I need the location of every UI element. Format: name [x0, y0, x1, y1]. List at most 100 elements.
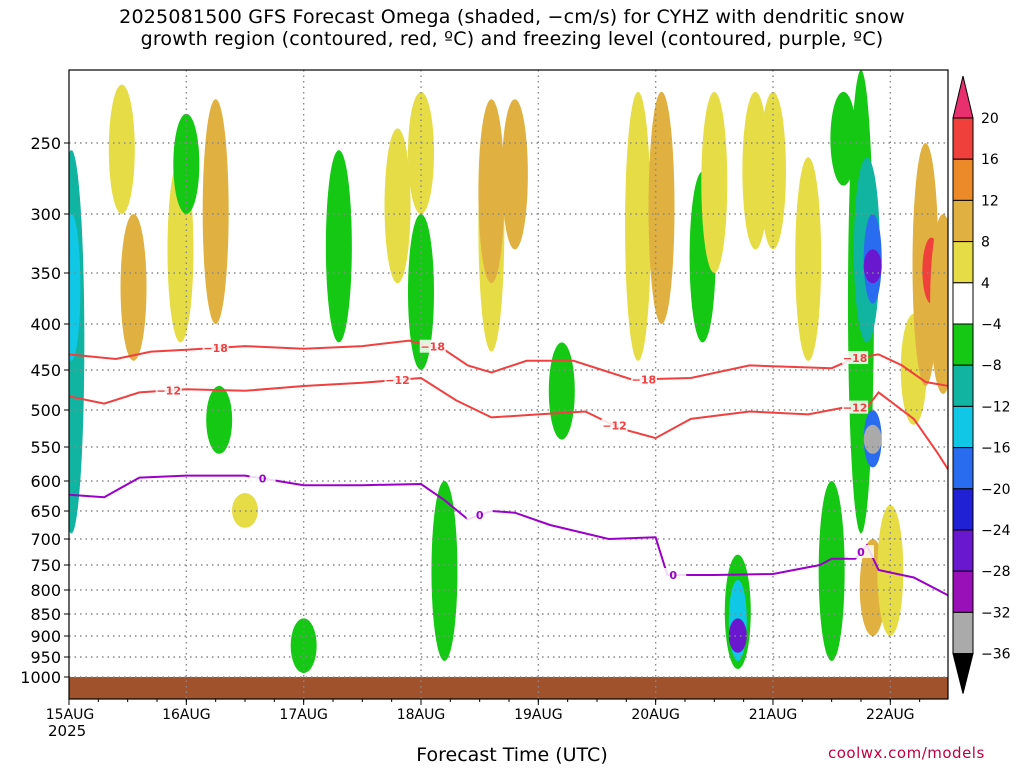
colorbar-label: −12 [981, 399, 1011, 415]
omega-region [231, 493, 258, 528]
credit-link[interactable]: coolwx.com/models [828, 744, 985, 762]
colorbar-swatch [952, 447, 974, 490]
colorbar-label: 4 [981, 276, 990, 292]
omega-region [206, 386, 233, 454]
colorbar-label: 16 [981, 152, 999, 168]
contour-label-zero: 0 [669, 569, 677, 582]
y-tick-label: 800 [30, 581, 61, 600]
omega-region [625, 91, 652, 361]
colorbar: 20 16 12 8 4 −4 −8 −12 −16 −20 −24 −28 −32 −36 [952, 75, 1011, 694]
colorbar-label: −28 [981, 564, 1011, 580]
contour-label-zero: 0 [857, 546, 865, 559]
y-tick-label: 350 [30, 264, 61, 283]
colorbar-swatch [952, 158, 974, 201]
omega-region [863, 249, 882, 284]
omega-region [501, 99, 528, 250]
contour-label-minus18: −18 [420, 341, 445, 354]
colorbar-label: −4 [981, 317, 1002, 333]
omega-region [759, 91, 786, 250]
contour-label-zero: 0 [259, 473, 267, 486]
y-tick-label: 950 [30, 648, 61, 667]
chart-title-line-2: growth region (contoured, red, ºC) and f… [140, 28, 884, 50]
contour-label-bg [202, 340, 229, 354]
omega-region [120, 214, 147, 361]
omega-region [108, 84, 135, 214]
omega-region [478, 99, 505, 284]
contour-label-bg [847, 545, 874, 558]
omega-region [863, 424, 882, 454]
contour-label-bg [630, 372, 657, 386]
contour-label-minus18: −18 [843, 352, 868, 365]
colorbar-label: −32 [981, 605, 1011, 621]
x-tick-label: 18AUG [397, 707, 446, 723]
omega-region [290, 618, 317, 673]
omega-region [325, 150, 352, 343]
contour-label-bg [842, 351, 869, 365]
colorbar-swatch [952, 323, 974, 366]
colorbar-swatch [952, 282, 974, 325]
y-tick-label: 650 [30, 502, 61, 521]
omega-region [818, 481, 845, 661]
y-tick-label: 600 [30, 472, 61, 491]
omega-region [69, 214, 81, 361]
colorbar-swatch [952, 364, 974, 407]
omega-region [384, 128, 411, 284]
y-tick-label: 400 [30, 315, 61, 334]
x-tick-label: 19AUG [514, 707, 563, 723]
colorbar-label: −16 [981, 441, 1011, 457]
contour-label-bg [660, 568, 687, 581]
x-tick-label: 15AUG [46, 707, 95, 723]
y-tick-label: 450 [30, 361, 61, 380]
x-tick-label: 16AUG [162, 707, 211, 723]
colorbar-swatch [952, 241, 974, 284]
y-tick-label: 850 [30, 605, 61, 624]
freezing-level-line [69, 474, 948, 597]
colorbar-label: 8 [981, 235, 990, 251]
y-tick-label: 750 [30, 556, 61, 575]
grid-lines [69, 70, 948, 699]
omega-region [548, 342, 575, 440]
omega-region [830, 91, 857, 186]
x-tick-label: 22AUG [866, 707, 915, 723]
x-axis-label: Forecast Time (UTC) [416, 744, 608, 766]
y-tick-label: 1000 [20, 668, 61, 687]
colorbar-swatch [952, 488, 974, 531]
omega-region [648, 91, 675, 324]
colorbar-swatch [952, 199, 974, 243]
y-tick-label: 700 [30, 530, 61, 549]
isotherm-minus12-line [69, 376, 948, 472]
contour-label-bg [249, 471, 276, 485]
y-tick-label: 550 [30, 438, 61, 457]
colorbar-swatch [952, 611, 974, 655]
omega-region [701, 91, 728, 273]
colorbar-arrow-bottom [952, 653, 974, 694]
omega-region [930, 214, 948, 394]
year-label: 2025 [48, 722, 87, 740]
y-tick-label: 250 [30, 134, 61, 153]
contour-label-minus18: −18 [632, 373, 657, 386]
contour-label-minus12: −12 [385, 374, 410, 387]
colorbar-swatch [952, 405, 974, 449]
colorbar-swatch [952, 529, 974, 572]
omega-region [728, 618, 747, 653]
x-tick-label: 20AUG [631, 707, 680, 723]
colorbar-label: −20 [981, 482, 1011, 498]
contour-label-bg [842, 400, 869, 414]
contour-label-zero: 0 [476, 509, 484, 522]
contour-label-bg [419, 339, 446, 353]
contour-label-minus12: −12 [602, 420, 627, 433]
ground-fill [69, 677, 948, 699]
y-tick-label: 500 [30, 401, 61, 420]
ground-band [69, 677, 948, 699]
contour-label-bg [384, 372, 411, 386]
omega-region [795, 157, 822, 361]
y-tick-label: 300 [30, 205, 61, 224]
contour-label-bg [466, 508, 493, 522]
chart-title-line-1: 2025081500 GFS Forecast Omega (shaded, −… [119, 6, 905, 28]
chart-title: 2025081500 GFS Forecast Omega (shaded, −… [0, 6, 1024, 50]
colorbar-label: 12 [981, 193, 999, 209]
colorbar-swatch [952, 570, 974, 613]
x-axis-ticks: 15AUG 16AUG 17AUG 18AUG 19AUG 20AUG 21AUG 22AUG [46, 699, 921, 723]
x-tick-label: 21AUG [749, 707, 798, 723]
colorbar-label: −8 [981, 358, 1002, 374]
